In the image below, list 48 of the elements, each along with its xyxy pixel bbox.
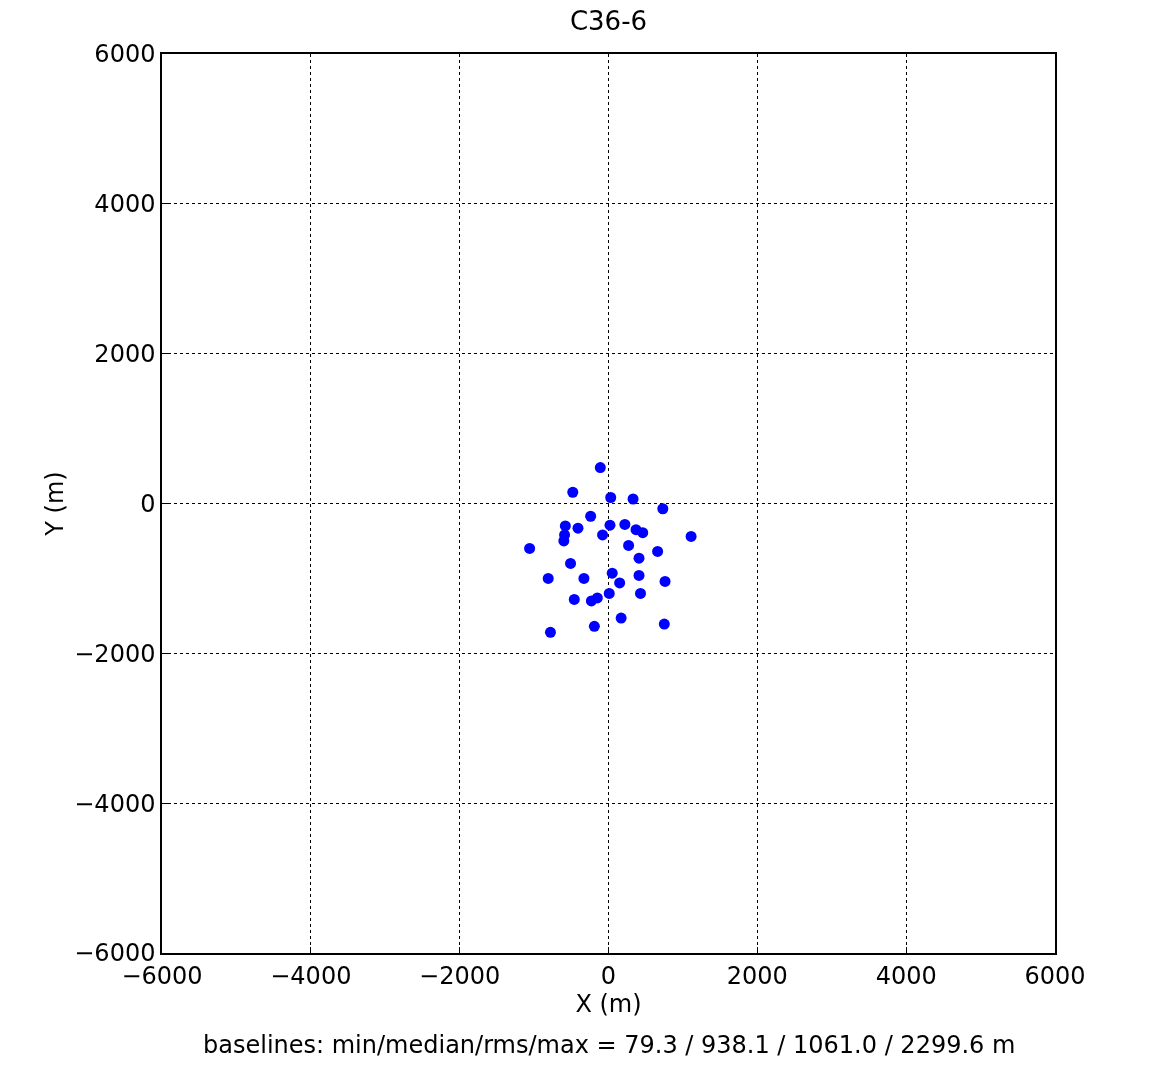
y-tick-label: 0 [140,489,156,518]
point [585,595,597,607]
point [652,545,664,557]
x-tick-label: 0 [600,961,617,990]
y-axis-title: Y (m) [40,471,69,537]
point [615,612,627,624]
point [568,593,580,605]
point [524,542,536,554]
text: baselines: min/median/rms/max = 79.3 / 938.1 / 1061.0 / 2299.6 m [203,1031,1016,1059]
x-tick-label: 2000 [726,961,788,990]
point [542,572,554,584]
chart-title: C36-6 [569,6,648,36]
point [659,575,671,587]
x-axis-title: X (m) [575,989,642,1018]
point [578,572,590,584]
point [606,567,618,579]
y-tick-label: 2000 [94,340,156,369]
point [633,552,645,564]
y-tick-label: 6000 [94,40,156,69]
point [637,527,649,539]
x-tick-label: −4000 [270,961,352,990]
point [565,557,577,569]
point [594,462,606,474]
y-tick-label: 4000 [94,190,156,219]
y-tick-label: −4000 [74,789,156,818]
point [544,626,556,638]
x-tick-label: 6000 [1024,961,1086,990]
point [604,519,616,531]
point [627,493,639,505]
point [657,503,669,515]
point [605,492,617,504]
point [588,620,600,632]
point [603,587,615,599]
point [572,522,584,534]
x-tick-label: 4000 [875,961,937,990]
point [623,539,635,551]
point [597,529,609,541]
point [585,510,597,522]
point [614,577,626,589]
point [635,587,646,599]
point [567,486,579,498]
y-tick-label: −2000 [74,639,156,668]
point [685,530,697,542]
x-tick-label: −2000 [419,961,501,990]
x-tick-label: −6000 [121,961,203,990]
point [658,618,670,630]
point [633,569,645,581]
point [619,518,631,530]
